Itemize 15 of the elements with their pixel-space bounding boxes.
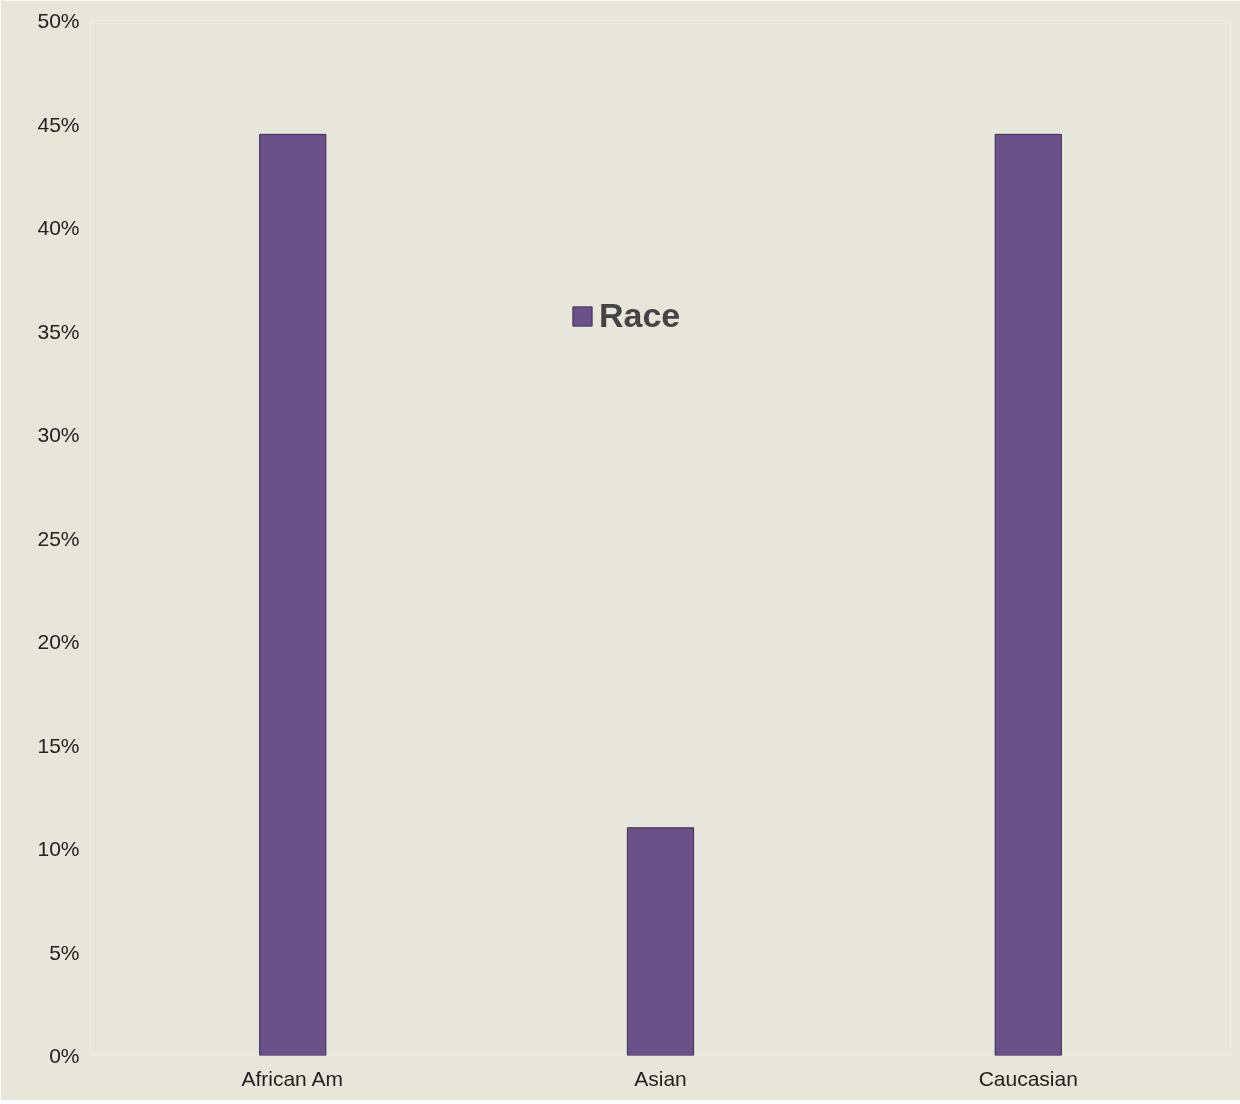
y-tick-label: 10% [37,837,80,860]
x-tick-label: Asian [634,1066,687,1090]
y-tick-label: 5% [49,940,80,964]
legend-label: Race [599,296,681,335]
y-tick-label: 0% [49,1044,80,1067]
y-tick-label: 15% [37,733,80,757]
x-tick-label: African Am [241,1066,343,1090]
y-tick-label: 30% [37,423,80,446]
y-tick-label: 45% [37,112,80,136]
x-tick-label: Caucasian [978,1066,1078,1090]
y-tick-label: 50% [37,9,80,32]
y-tick-label: 20% [37,630,80,653]
y-tick-label: 35% [37,319,80,343]
y-tick-label: 40% [37,216,80,239]
y-tick-label: 25% [37,526,80,550]
